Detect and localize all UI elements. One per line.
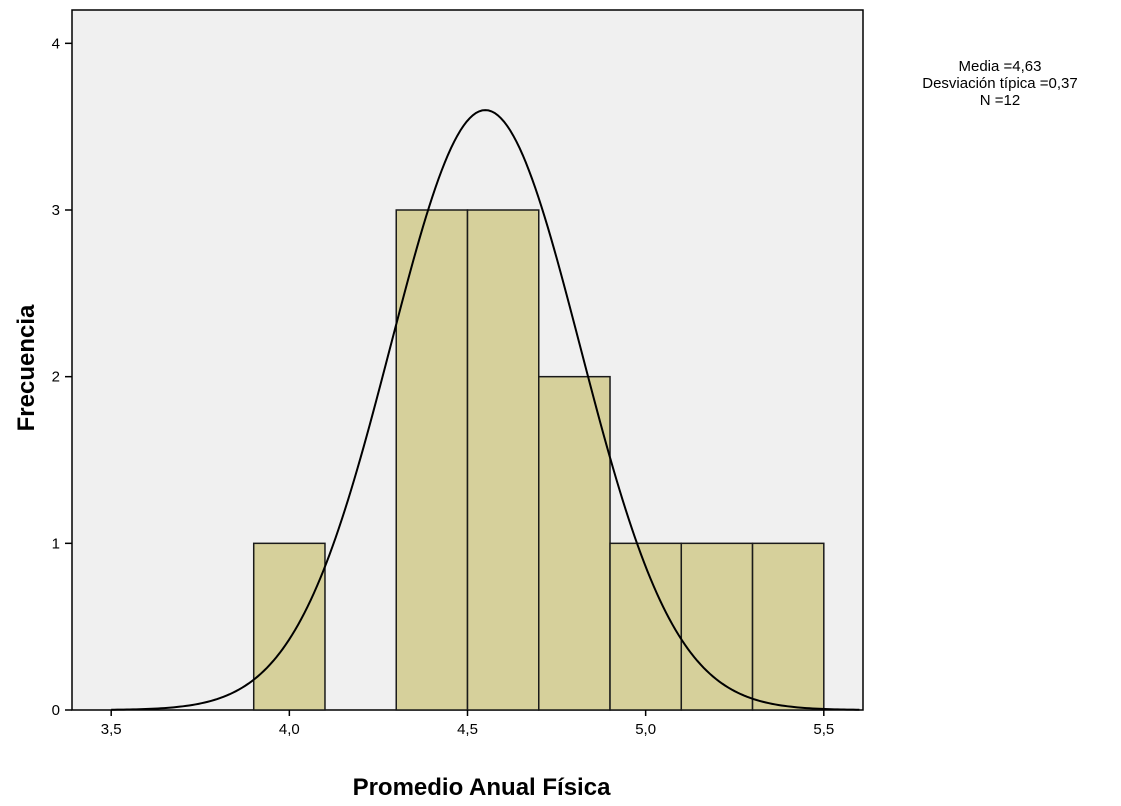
y-tick-label: 4 — [52, 35, 60, 52]
histogram-bar — [609, 542, 683, 711]
x-tick-label: 5,5 — [813, 721, 834, 738]
histogram-bar — [395, 209, 469, 711]
y-tick-label: 3 — [52, 202, 60, 219]
normal-curve — [111, 109, 860, 711]
x-tick-label: 3,5 — [101, 721, 122, 738]
histogram-bar — [751, 542, 825, 711]
stats-n: N =12 — [980, 92, 1020, 109]
histogram-bar — [252, 542, 326, 711]
stats-box: Media =4,63 Desviación típica =0,37 N =1… — [922, 58, 1078, 109]
y-axis-title: Frecuencia — [13, 304, 40, 431]
histogram-bar — [538, 375, 611, 711]
bars-layer — [252, 209, 825, 711]
histogram-bar — [466, 209, 540, 711]
x-tick-label: 5,0 — [635, 721, 656, 738]
x-axis-title: Promedio Anual Física — [353, 774, 611, 801]
stats-mean: Media =4,63 — [959, 58, 1042, 75]
y-tick-label: 0 — [52, 702, 60, 719]
y-axis: 0 1 2 3 4 — [52, 35, 72, 719]
stats-std-dev: Desviación típica =0,37 — [922, 75, 1078, 92]
y-tick-label: 1 — [52, 535, 60, 552]
x-tick-label: 4,5 — [457, 721, 478, 738]
y-tick-label: 2 — [52, 369, 60, 386]
x-tick-label: 4,0 — [279, 721, 300, 738]
histogram-bar — [680, 542, 754, 711]
x-axis: 3,5 4,0 4,5 5,0 5,5 — [101, 710, 834, 738]
